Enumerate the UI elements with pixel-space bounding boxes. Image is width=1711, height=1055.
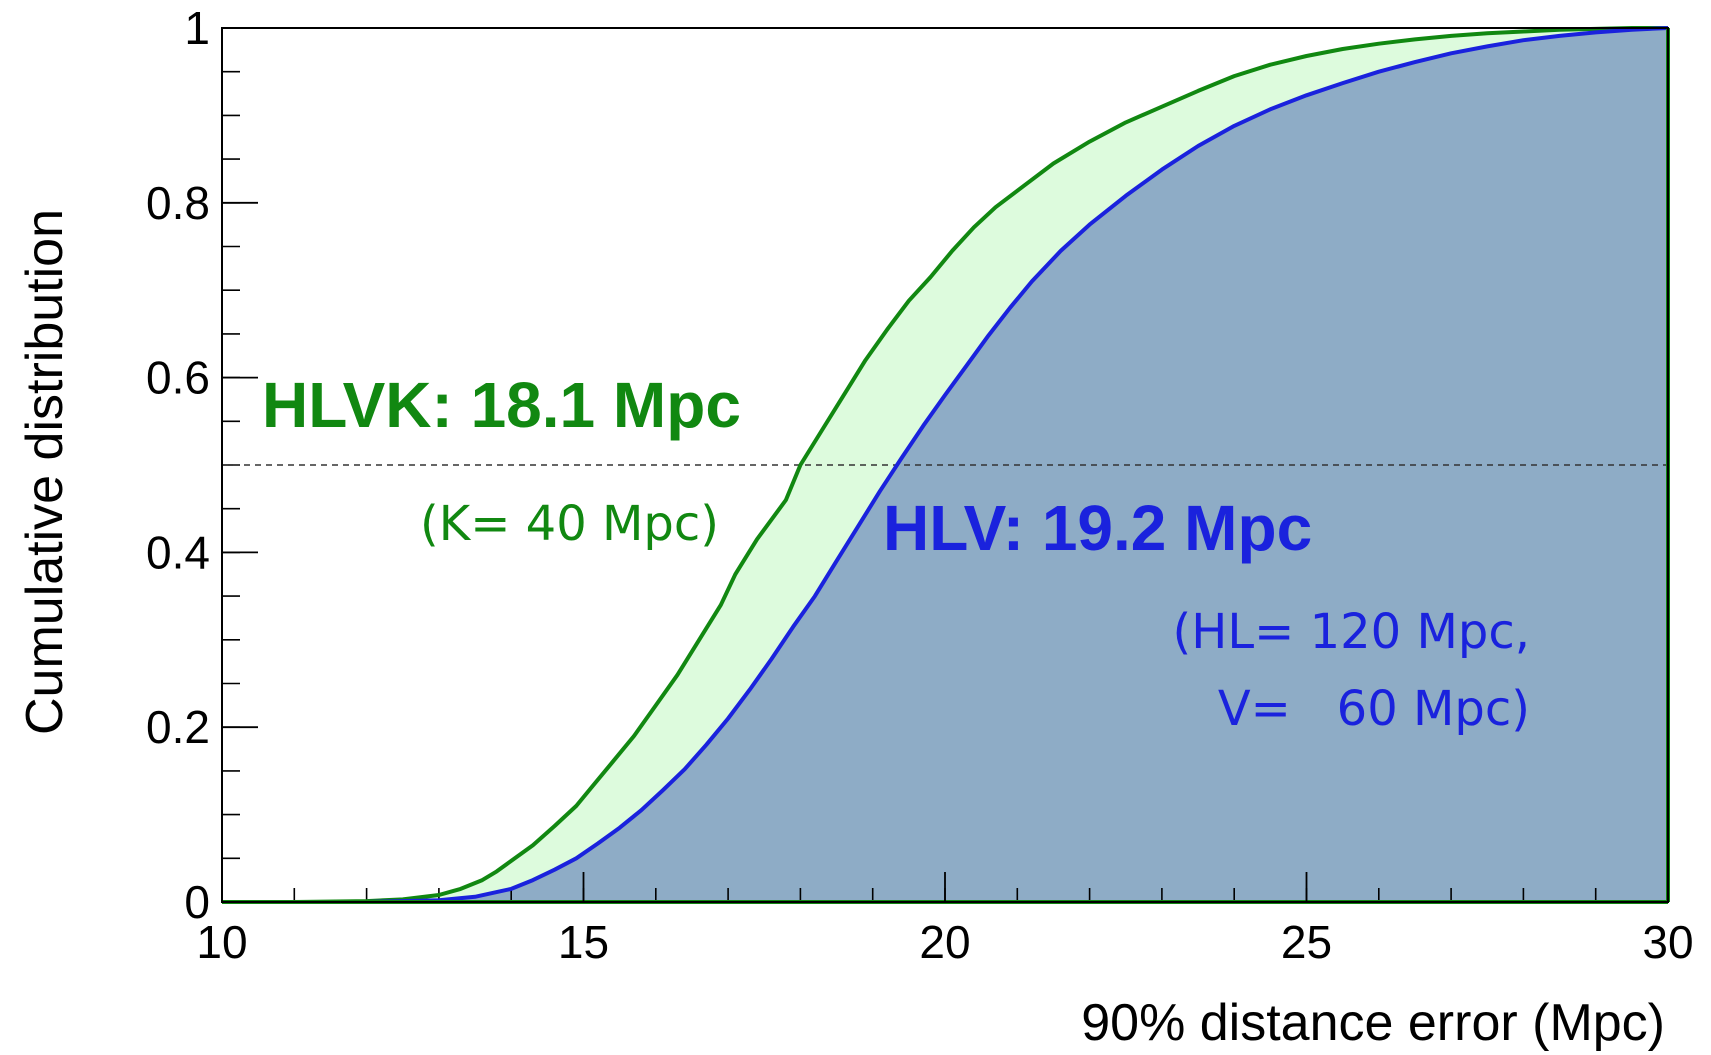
y-tick-label: 0.6 <box>146 352 210 404</box>
area-fill-hlv <box>222 28 1668 902</box>
area-fills <box>222 28 1668 902</box>
x-tick-label: 20 <box>919 916 970 968</box>
x-tick-labels: 10 15 20 25 30 <box>196 916 1693 968</box>
annotation-hlv-median: HLV: 19.2 Mpc <box>883 492 1312 564</box>
annotation-hlv-sensitivity-line1: (HL= 120 Mpc, <box>1173 604 1530 660</box>
annotation-hlvk-median: HLVK: 18.1 Mpc <box>262 369 741 441</box>
annotation-hlv-sensitivity-line2: V= 60 Mpc) <box>1218 681 1530 737</box>
x-tick-label: 25 <box>1281 916 1332 968</box>
y-axis-title: Cumulative distribution <box>16 209 74 735</box>
major-ticks <box>221 27 1669 903</box>
x-tick-label: 15 <box>558 916 609 968</box>
y-tick-label: 0.4 <box>146 526 210 578</box>
y-tick-label: 0.2 <box>146 701 210 753</box>
series-line-hlvk <box>222 26 1668 904</box>
series-line-hlv <box>222 26 1669 904</box>
y-tick-label: 0.8 <box>146 177 210 229</box>
y-tick-labels: 0 0.2 0.4 0.6 0.8 1 <box>146 2 210 928</box>
y-tick-label: 1 <box>184 2 210 54</box>
x-axis-title: 90% distance error (Mpc) <box>1081 994 1665 1052</box>
x-tick-label: 30 <box>1642 916 1693 968</box>
y-tick-label: 0 <box>184 876 210 928</box>
annotation-hlvk-sensitivity: (K= 40 Mpc) <box>420 496 719 552</box>
x-tick-label: 10 <box>196 916 247 968</box>
